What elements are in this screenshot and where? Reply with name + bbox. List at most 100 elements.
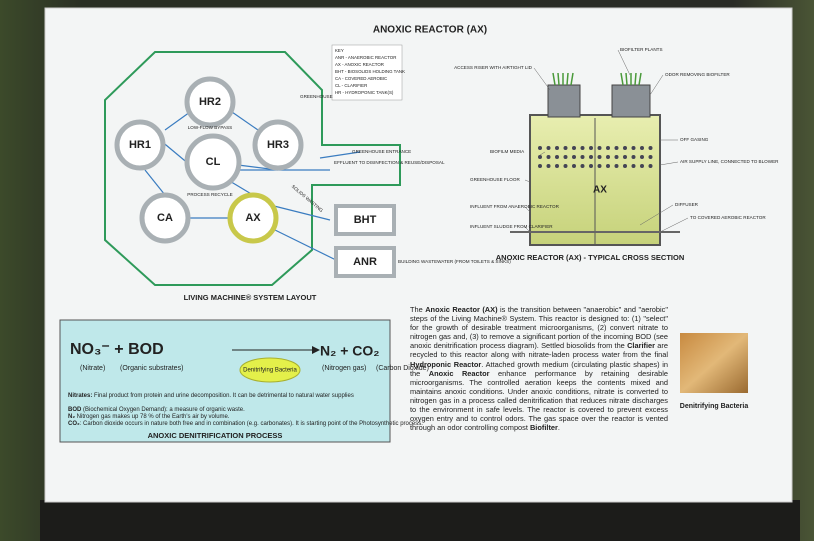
- label: ACCESS RISER WITH AIRTIGHT LID: [454, 65, 533, 70]
- bacteria-photo: [680, 333, 748, 393]
- reactants: NO₃⁻ + BOD: [70, 341, 164, 358]
- media-dot: [581, 155, 585, 159]
- note-text: Nitrogen gas makes up 78 % of the Earth'…: [75, 414, 230, 420]
- title: ANOXIC REACTOR (AX): [373, 25, 487, 36]
- sub-label: (Organic substrates): [120, 365, 183, 372]
- key-item: HR - HYDROPONIC TANK(S): [335, 90, 394, 95]
- node-label: CL: [206, 156, 221, 168]
- media-dot: [598, 155, 602, 159]
- sub-label: (Nitrate): [80, 365, 105, 372]
- media-dot: [538, 155, 542, 159]
- label: AIR SUPPLY LINE, CONNECTED TO BLOWER: [680, 159, 779, 164]
- media-dot: [547, 146, 551, 150]
- key-item: CL - CLARIFIER: [335, 83, 367, 88]
- media-dot: [589, 164, 593, 168]
- node-label: HR1: [129, 139, 151, 151]
- media-dot: [632, 164, 636, 168]
- note: N₂ Nitrogen gas makes up 78 % of the Ear…: [68, 414, 230, 420]
- catalyst: Denitrifying Bacteria: [243, 368, 297, 374]
- media-dot: [555, 155, 559, 159]
- connector: [558, 73, 559, 85]
- label: BIOFILTER PLANTS: [620, 47, 663, 52]
- media-dot: [564, 155, 568, 159]
- media-dot: [538, 164, 542, 168]
- media-dot: [589, 146, 593, 150]
- label: TO COVERED AEROBIC REACTOR: [690, 215, 766, 220]
- media-dot: [623, 155, 627, 159]
- description-segment: Anoxic Reactor (AX): [425, 305, 497, 314]
- note-term: CO₂: [68, 421, 80, 427]
- label: INFLUENT FROM ANAEROBIC REACTOR: [470, 204, 560, 209]
- products: N₂ + CO₂: [320, 343, 380, 359]
- media-dot: [606, 164, 610, 168]
- key-item: CA - COVERED AEROBIC: [335, 76, 387, 81]
- label: ODOR REMOVING BIOFILTER: [665, 72, 730, 77]
- label: INFLUENT SLUDGE FROM CLARIFIER: [470, 224, 553, 229]
- key-item: BHT - BIOSOLIDS HOLDING TANK: [335, 69, 405, 74]
- description-segment: Biofilter: [530, 423, 558, 432]
- label: GREENHOUSE ENTRANCE: [352, 149, 411, 154]
- key-item: ANR - ANAEROBIC REACTOR: [335, 55, 396, 60]
- media-dot: [547, 164, 551, 168]
- description-segment: .: [558, 423, 560, 432]
- node-label: HR2: [199, 96, 221, 108]
- media-dot: [572, 155, 576, 159]
- label: BUILDING WASTEWATER (FROM TOILETS & SINK…: [398, 259, 511, 264]
- photo: ANOXIC REACTOR (AX) HR1HR2HR3CLCAAXBHTAN…: [0, 0, 814, 541]
- label: DIFFUSER: [675, 202, 699, 207]
- connector: [635, 73, 636, 85]
- media-dot: [572, 146, 576, 150]
- note: CO₂: Carbon dioxide occurs in nature bot…: [68, 421, 423, 427]
- node-label: ANR: [353, 256, 377, 268]
- media-dot: [538, 146, 542, 150]
- photo-caption: Denitrifying Bacteria: [680, 403, 749, 410]
- note-text: Final product from protein and urine dec…: [92, 393, 353, 399]
- media-dot: [615, 164, 619, 168]
- note-text: (Biochemical Oxygen Demand): a measure o…: [81, 407, 245, 413]
- media-dot: [555, 164, 559, 168]
- media-dot: [649, 164, 653, 168]
- media-dot: [589, 155, 593, 159]
- media-dot: [555, 146, 559, 150]
- label: OFF GASING: [680, 137, 709, 142]
- label: GREENHOUSE FLOOR: [470, 177, 520, 182]
- media-dot: [649, 155, 653, 159]
- node-label: HR3: [267, 139, 289, 151]
- caption: ANOXIC REACTOR (AX) - TYPICAL CROSS SECT…: [496, 253, 685, 262]
- media-dot: [615, 146, 619, 150]
- tank-label: AX: [593, 185, 607, 196]
- note: Nitrates: Final product from protein and…: [68, 393, 354, 399]
- connector: [626, 73, 627, 85]
- media-dot: [581, 146, 585, 150]
- note: BOD (Biochemical Oxygen Demand): a measu…: [68, 407, 245, 413]
- connector: [567, 73, 568, 85]
- sub-label: (Nitrogen gas): [322, 365, 366, 372]
- label: BIOFILM MEDIA: [490, 149, 525, 154]
- media-dot: [632, 146, 636, 150]
- label: EFFLUENT TO DISINFECTION & REUSE/DISPOSA…: [334, 160, 445, 165]
- label: PROCESS RECYCLE: [187, 192, 232, 197]
- frame: [40, 500, 800, 541]
- media-dot: [606, 155, 610, 159]
- label: LOW-FLOW BYPASS: [188, 125, 233, 130]
- media-dot: [640, 146, 644, 150]
- media-dot: [547, 155, 551, 159]
- media-dot: [640, 164, 644, 168]
- media-dot: [640, 155, 644, 159]
- caption: LIVING MACHINE® SYSTEM LAYOUT: [184, 293, 317, 302]
- media-dot: [606, 146, 610, 150]
- note-term: BOD: [68, 407, 82, 413]
- caption: ANOXIC DENITRIFICATION PROCESS: [148, 431, 283, 440]
- media-dot: [564, 146, 568, 150]
- node-label: CA: [157, 212, 173, 224]
- label: GREENHOUSE: [300, 94, 333, 99]
- media-dot: [615, 155, 619, 159]
- note-text: : Carbon dioxide occurs in nature both f…: [80, 421, 424, 427]
- description-segment: Clarifier: [627, 341, 655, 350]
- biofilter-riser: [612, 85, 650, 117]
- description-segment: Hydroponic Reactor: [410, 360, 481, 369]
- media-dot: [598, 164, 602, 168]
- description-segment: The: [410, 305, 425, 314]
- key-item: AX - ANOXIC REACTOR: [335, 62, 384, 67]
- media-dot: [623, 146, 627, 150]
